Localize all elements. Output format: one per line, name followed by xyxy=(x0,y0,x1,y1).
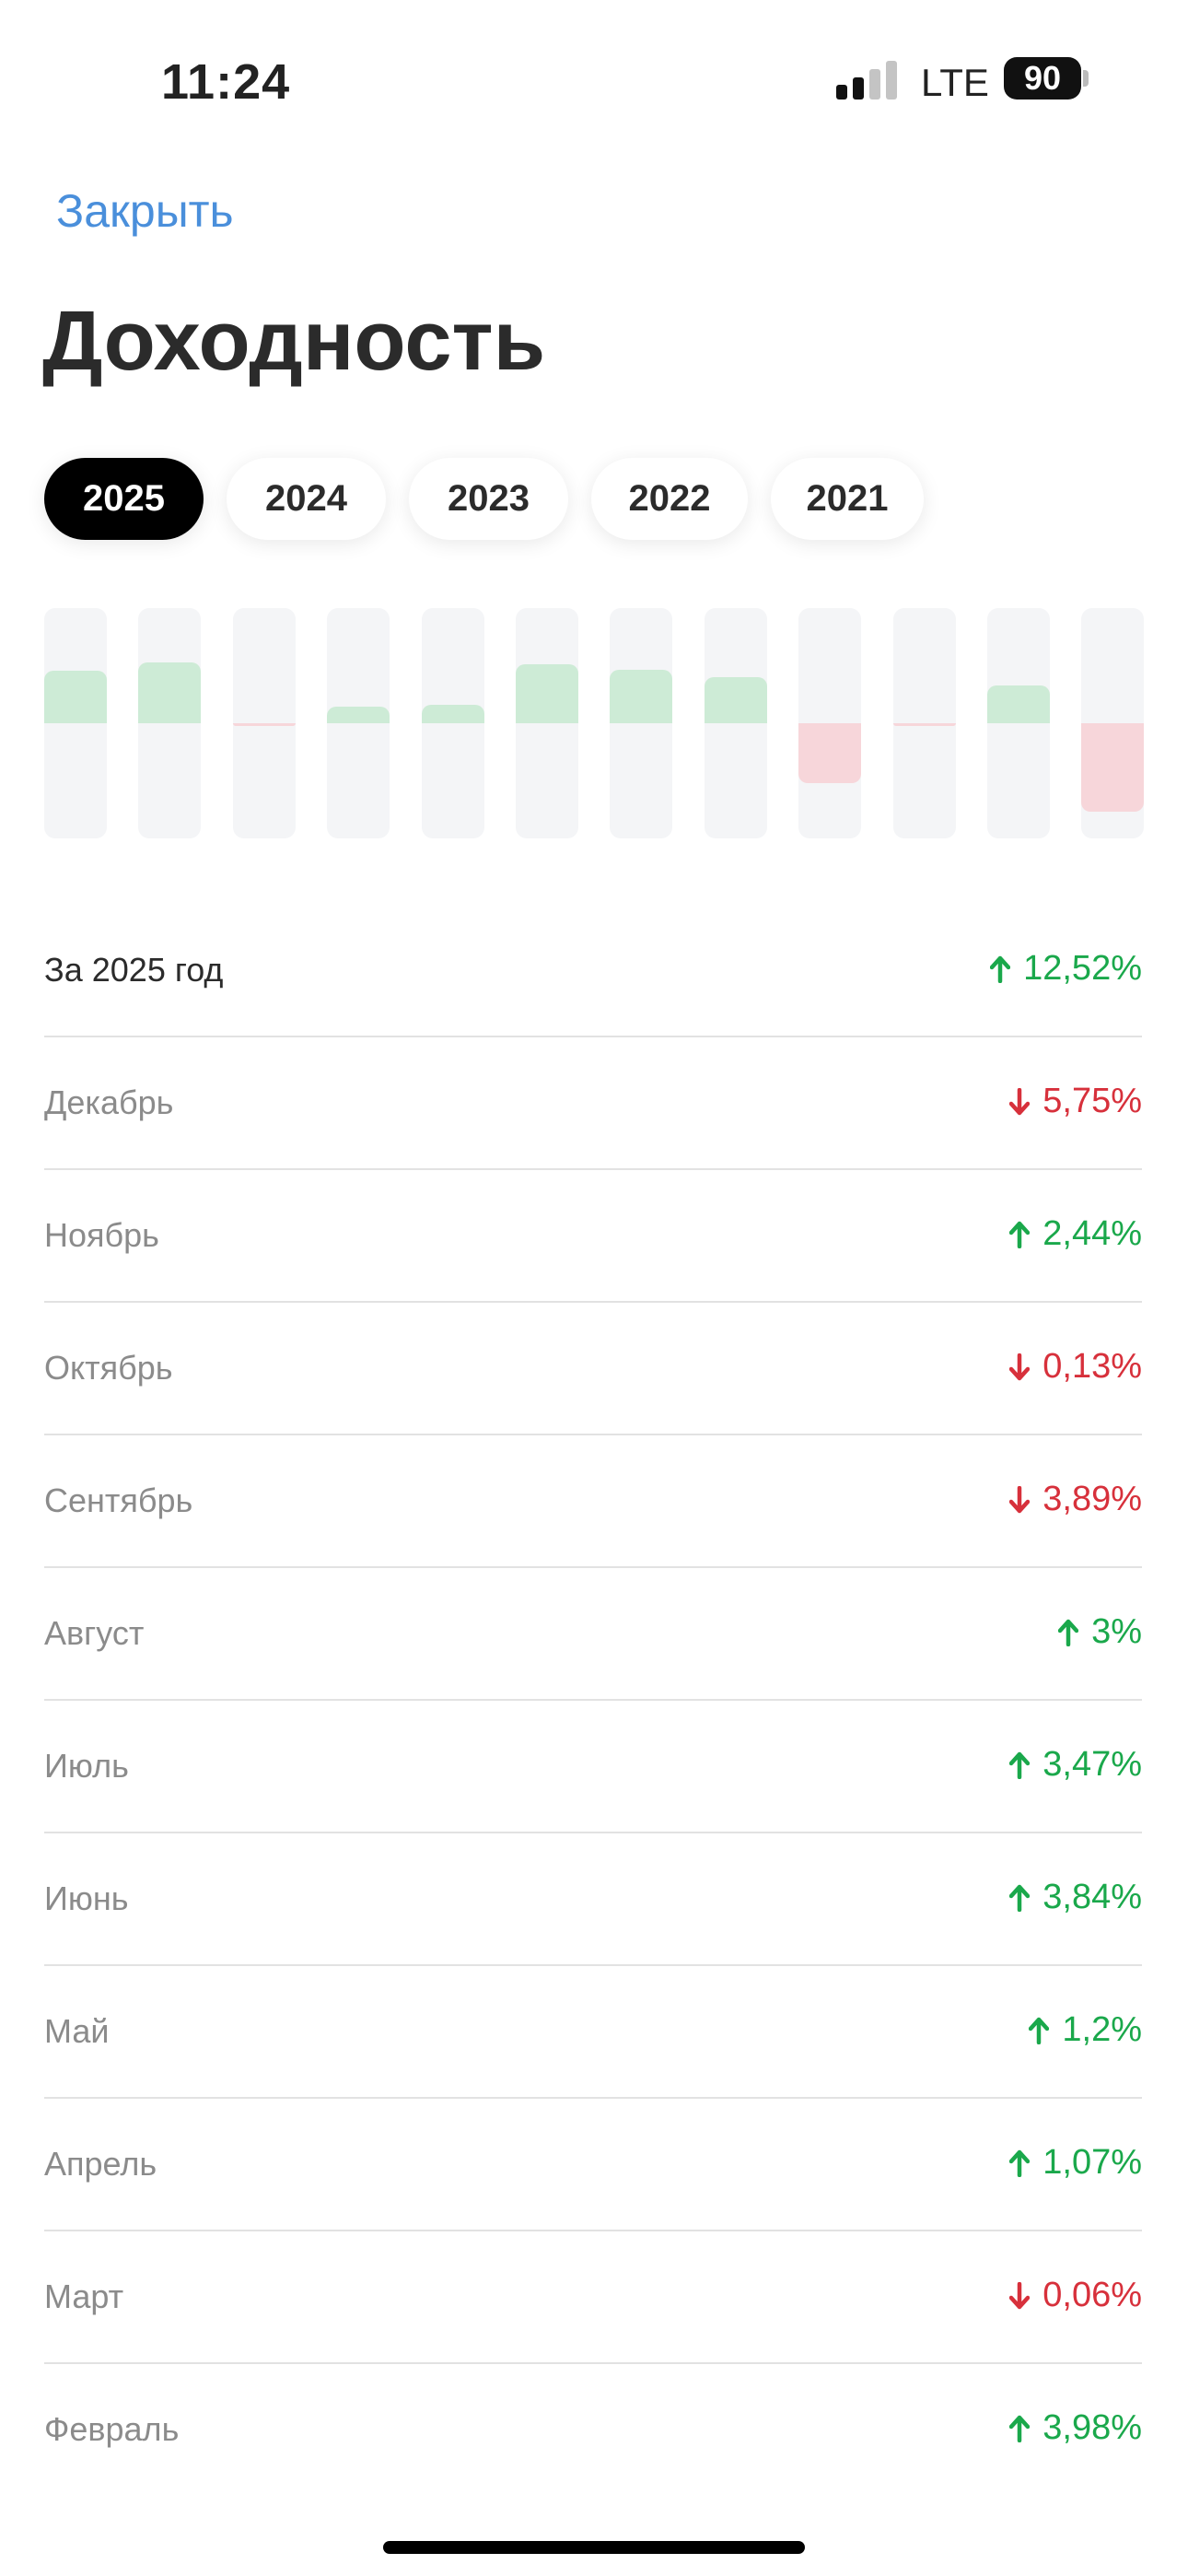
row-label: Декабрь xyxy=(44,1083,174,1121)
year-tab[interactable]: 2023 xyxy=(409,458,568,540)
row-value: 12,52% xyxy=(990,949,1142,989)
close-button[interactable]: Закрыть xyxy=(56,185,234,237)
bar-track xyxy=(987,608,1050,838)
year-tab[interactable]: 2024 xyxy=(227,458,386,540)
network-type: LTE xyxy=(921,61,989,104)
row-label: Ноябрь xyxy=(44,1216,159,1254)
bar xyxy=(892,723,956,726)
row-label: Октябрь xyxy=(44,1349,173,1387)
row-value-text: 3,98% xyxy=(1042,2408,1142,2447)
row-value: 3% xyxy=(1058,1612,1142,1652)
bar-track xyxy=(798,608,862,838)
bar xyxy=(1081,723,1145,812)
bar xyxy=(421,705,484,723)
bar xyxy=(327,707,390,723)
row-value: 1,07% xyxy=(1009,2143,1142,2183)
direction-arrow xyxy=(1009,1087,1031,1115)
direction-arrow xyxy=(1009,2281,1031,2309)
bar-track xyxy=(1081,608,1145,838)
bar-track xyxy=(610,608,673,838)
row-value-text: 5,75% xyxy=(1042,1082,1142,1120)
row-value-text: 3,89% xyxy=(1042,1480,1142,1518)
row-label: Февраль xyxy=(44,2410,180,2448)
return-row: Ноябрь 2,44% xyxy=(44,1170,1142,1303)
row-label: За 2025 год xyxy=(44,951,224,989)
status-time: 11:24 xyxy=(161,54,291,110)
row-label: Сентябрь xyxy=(44,1481,193,1519)
row-value-text: 3,84% xyxy=(1042,1878,1142,1916)
row-value-text: 3% xyxy=(1091,1612,1142,1651)
bar-track xyxy=(232,608,296,838)
return-row: Август 3% xyxy=(44,1568,1142,1701)
row-value-text: 12,52% xyxy=(1023,949,1142,988)
direction-arrow xyxy=(1009,2415,1031,2442)
bar-track xyxy=(892,608,956,838)
direction-arrow xyxy=(1029,2017,1050,2044)
row-value-text: 0,06% xyxy=(1042,2276,1142,2314)
row-label: Июль xyxy=(44,1747,129,1785)
row-value: 2,44% xyxy=(1009,1214,1142,1254)
year-tab[interactable]: 2021 xyxy=(771,458,924,540)
direction-arrow xyxy=(1009,1884,1031,1912)
bar-track xyxy=(516,608,578,838)
direction-arrow xyxy=(1009,1352,1031,1380)
direction-arrow xyxy=(1009,1221,1031,1248)
direction-arrow xyxy=(990,955,1011,983)
return-row: Апрель 1,07% xyxy=(44,2099,1142,2231)
row-value: 3,98% xyxy=(1009,2408,1142,2448)
return-row: Июнь 3,84% xyxy=(44,1833,1142,1966)
bar xyxy=(610,670,673,723)
home-indicator xyxy=(383,2541,805,2554)
return-row: Декабрь 5,75% xyxy=(44,1037,1142,1170)
row-value-text: 1,07% xyxy=(1042,2143,1142,2182)
row-value: 1,2% xyxy=(1029,2010,1142,2050)
return-row: Февраль 3,98% xyxy=(44,2364,1142,2497)
bar-track xyxy=(704,608,767,838)
direction-arrow xyxy=(1009,1751,1031,1779)
row-label: Май xyxy=(44,2012,110,2050)
return-row: Октябрь 0,13% xyxy=(44,1303,1142,1435)
row-value-text: 2,44% xyxy=(1042,1214,1142,1253)
page-title: Доходность xyxy=(42,294,546,388)
return-row: Май 1,2% xyxy=(44,1966,1142,2099)
year-tab[interactable]: 2025 xyxy=(44,458,204,540)
row-label: Апрель xyxy=(44,2145,157,2183)
row-value: 3,84% xyxy=(1009,1878,1142,1917)
row-value: 0,06% xyxy=(1009,2276,1142,2315)
row-value: 0,13% xyxy=(1009,1347,1142,1387)
battery-level: 90 xyxy=(1004,57,1081,100)
bar xyxy=(44,671,107,723)
row-value-text: 3,47% xyxy=(1042,1745,1142,1784)
return-row: Март 0,06% xyxy=(44,2231,1142,2364)
row-label: Июнь xyxy=(44,1879,129,1917)
bar xyxy=(232,723,296,726)
bar xyxy=(987,685,1050,723)
bar-track xyxy=(138,608,202,838)
battery-cap xyxy=(1083,70,1089,87)
direction-arrow xyxy=(1009,1485,1031,1513)
bar-track xyxy=(44,608,107,838)
year-tab[interactable]: 2022 xyxy=(591,458,748,540)
direction-arrow xyxy=(1058,1619,1079,1646)
bar xyxy=(704,677,767,723)
return-row: Сентябрь 3,89% xyxy=(44,1435,1142,1568)
bar-track xyxy=(421,608,484,838)
bar xyxy=(516,664,578,723)
return-row: За 2025 год 12,52% xyxy=(44,905,1142,1037)
row-value: 3,47% xyxy=(1009,1745,1142,1785)
bar xyxy=(798,723,862,783)
return-row: Июль 3,47% xyxy=(44,1701,1142,1833)
row-value-text: 1,2% xyxy=(1062,2010,1142,2049)
row-label: Август xyxy=(44,1614,145,1652)
direction-arrow xyxy=(1009,2149,1031,2177)
row-label: Март xyxy=(44,2277,124,2315)
row-value-text: 0,13% xyxy=(1042,1347,1142,1386)
row-value: 5,75% xyxy=(1009,1082,1142,1121)
bar xyxy=(138,662,202,723)
row-value: 3,89% xyxy=(1009,1480,1142,1519)
signal-icon xyxy=(836,61,897,100)
bar-track xyxy=(327,608,390,838)
